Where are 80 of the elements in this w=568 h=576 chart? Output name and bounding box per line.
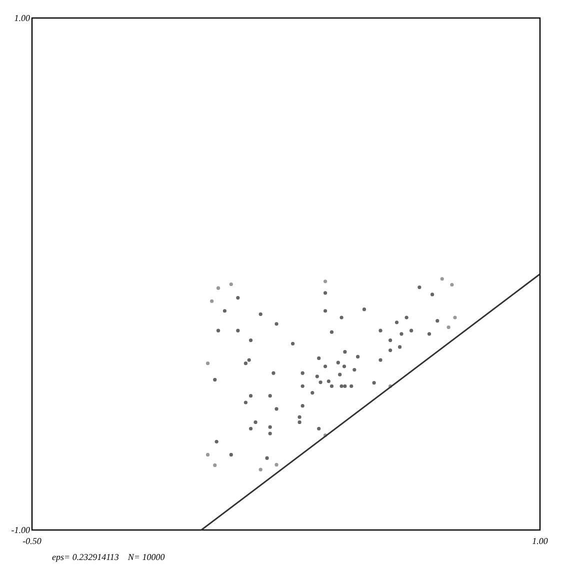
point bbox=[410, 328, 414, 332]
point bbox=[236, 328, 240, 332]
point bbox=[440, 277, 444, 281]
point bbox=[300, 384, 304, 388]
point bbox=[268, 425, 272, 429]
point bbox=[229, 282, 233, 286]
point bbox=[248, 338, 253, 342]
point bbox=[323, 291, 328, 295]
point bbox=[340, 316, 344, 320]
point bbox=[247, 358, 251, 362]
point bbox=[394, 320, 399, 324]
point bbox=[400, 332, 404, 336]
point bbox=[300, 371, 304, 375]
point bbox=[343, 350, 347, 354]
text: eps= 0.232914113 N= 10000 bbox=[52, 552, 166, 562]
point bbox=[206, 362, 210, 366]
point bbox=[254, 420, 258, 424]
point bbox=[258, 468, 262, 472]
point bbox=[350, 384, 354, 388]
point bbox=[372, 381, 376, 385]
point bbox=[274, 322, 278, 326]
point bbox=[315, 374, 319, 378]
point bbox=[244, 362, 248, 366]
point bbox=[323, 309, 328, 313]
point bbox=[213, 463, 217, 468]
point bbox=[326, 379, 330, 384]
point bbox=[404, 316, 408, 320]
point bbox=[427, 332, 432, 336]
point bbox=[258, 312, 262, 316]
point bbox=[388, 338, 392, 342]
point bbox=[450, 282, 454, 287]
x-tick-label: -0.50 bbox=[22, 536, 42, 546]
point bbox=[336, 360, 340, 364]
point bbox=[216, 328, 220, 332]
point bbox=[229, 452, 233, 457]
point bbox=[214, 440, 218, 444]
point bbox=[317, 356, 321, 360]
point bbox=[213, 378, 217, 382]
point bbox=[310, 390, 314, 395]
point bbox=[268, 432, 272, 436]
point bbox=[210, 299, 214, 303]
point bbox=[356, 354, 360, 358]
point bbox=[300, 404, 304, 408]
point bbox=[216, 286, 220, 290]
point bbox=[343, 384, 347, 388]
point bbox=[362, 308, 366, 312]
point bbox=[244, 400, 248, 404]
point bbox=[418, 286, 422, 290]
point bbox=[290, 342, 295, 346]
point bbox=[378, 328, 382, 332]
point bbox=[323, 280, 328, 284]
point bbox=[338, 372, 342, 376]
point bbox=[206, 452, 210, 457]
point bbox=[378, 358, 382, 362]
point bbox=[274, 407, 278, 411]
point bbox=[330, 384, 334, 388]
point bbox=[272, 371, 276, 375]
point bbox=[453, 316, 457, 320]
point bbox=[236, 296, 240, 300]
point bbox=[317, 426, 321, 430]
point bbox=[318, 380, 322, 384]
point bbox=[265, 456, 269, 460]
point bbox=[340, 384, 344, 388]
point bbox=[248, 394, 253, 398]
point bbox=[323, 364, 328, 368]
point bbox=[446, 325, 450, 330]
point bbox=[274, 462, 278, 467]
point bbox=[388, 348, 392, 352]
point bbox=[298, 420, 302, 424]
point bbox=[398, 345, 402, 349]
point bbox=[222, 309, 226, 313]
y-tick-label: -1.00 bbox=[11, 525, 30, 535]
point bbox=[436, 319, 440, 323]
point bbox=[430, 292, 434, 296]
point bbox=[298, 415, 302, 419]
point bbox=[342, 364, 346, 368]
point bbox=[330, 330, 334, 334]
point bbox=[268, 394, 272, 398]
point bbox=[248, 426, 253, 430]
point bbox=[352, 368, 356, 372]
